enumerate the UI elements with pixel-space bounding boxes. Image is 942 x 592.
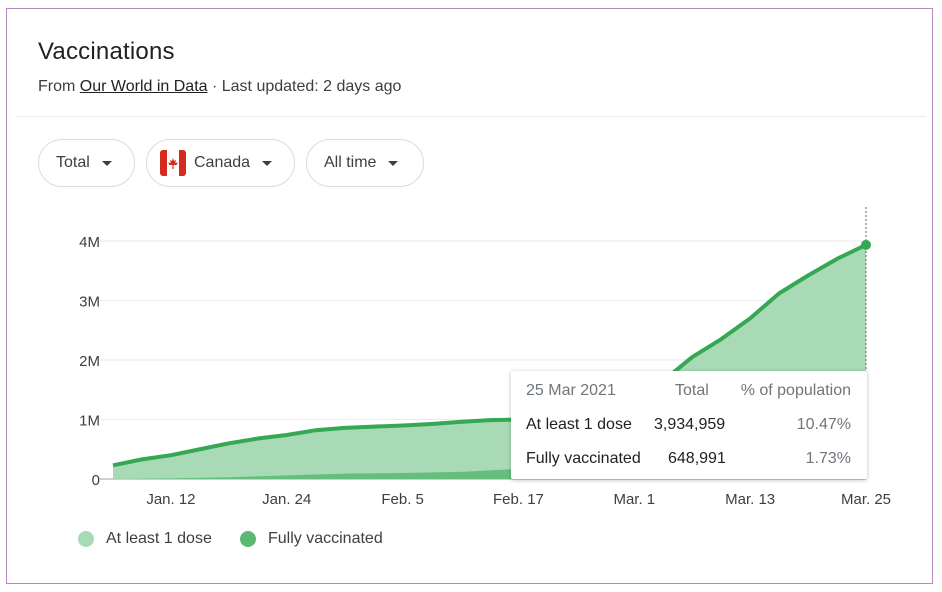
tooltip-row-label: Fully vaccinated xyxy=(526,450,641,467)
legend-dot-icon xyxy=(78,531,94,547)
data-point-marker xyxy=(861,239,871,250)
x-tick-label: Mar. 13 xyxy=(725,491,775,508)
legend-label: At least 1 dose xyxy=(106,530,212,547)
chart-tooltip: 25 Mar 2021 Total % of population At lea… xyxy=(511,371,867,479)
series-line-at-least-one-dose xyxy=(112,243,867,468)
country-dropdown[interactable]: Canada xyxy=(146,139,295,187)
x-tick-label: Mar. 1 xyxy=(613,491,655,508)
x-tick-label: Feb. 17 xyxy=(493,491,544,508)
tooltip-row-total: 648,991 xyxy=(668,450,726,467)
timerange-label: All time xyxy=(324,154,377,171)
x-tick-label: Jan. 12 xyxy=(146,491,195,508)
card-subtitle: From Our World in Data · Last updated: 2… xyxy=(38,78,401,96)
tooltip-date: 25 Mar 2021 xyxy=(526,382,616,399)
y-tick-label: 1M xyxy=(79,413,100,430)
tooltip-row-total: 3,934,959 xyxy=(654,416,726,433)
source-link[interactable]: Our World in Data xyxy=(79,78,208,95)
country-label: Canada xyxy=(194,154,251,171)
x-tick-label: Feb. 5 xyxy=(381,491,424,508)
caret-down-icon xyxy=(262,160,273,166)
last-updated: · Last updated: 2 days ago xyxy=(207,78,402,95)
from-label: From xyxy=(38,78,76,95)
metric-dropdown[interactable]: Total xyxy=(38,139,135,187)
legend-item-fully-vaccinated: Fully vaccinated xyxy=(240,530,383,548)
header-divider xyxy=(17,116,926,117)
tooltip-col-total: Total xyxy=(675,382,709,399)
tooltip-row-pct: 10.47% xyxy=(796,416,851,433)
caret-down-icon xyxy=(388,160,399,166)
card-title: Vaccinations xyxy=(38,38,175,65)
canada-flag-icon xyxy=(160,150,186,176)
timerange-dropdown[interactable]: All time xyxy=(306,139,424,187)
caret-down-icon xyxy=(101,160,112,166)
x-tick-label: Jan. 24 xyxy=(262,491,311,508)
y-tick-label: 4M xyxy=(79,234,100,251)
legend-dot-icon xyxy=(240,531,256,547)
window-frame xyxy=(6,8,933,584)
legend-item-at-least-one-dose: At least 1 dose xyxy=(78,530,212,548)
y-tick-label: 2M xyxy=(79,353,100,370)
y-tick-label: 3M xyxy=(79,294,100,311)
metric-label: Total xyxy=(56,154,90,171)
legend-label: Fully vaccinated xyxy=(268,530,383,547)
y-tick-label: 0 xyxy=(92,472,100,489)
tooltip-row-pct: 1.73% xyxy=(805,450,851,467)
tooltip-row-label: At least 1 dose xyxy=(526,416,632,433)
tooltip-col-pct: % of population xyxy=(740,382,851,399)
x-tick-label: Mar. 25 xyxy=(841,491,891,508)
